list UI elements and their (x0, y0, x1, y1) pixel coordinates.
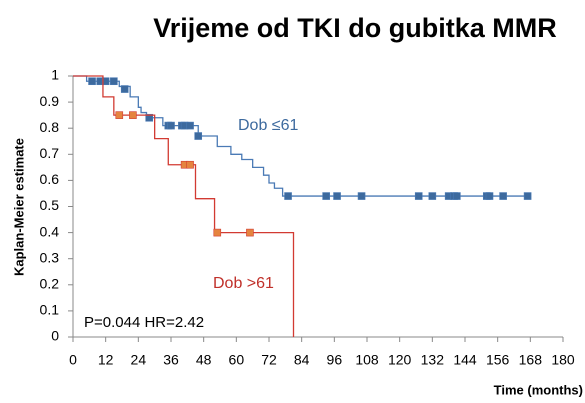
censor-marker (333, 192, 341, 200)
censor-marker (322, 192, 330, 200)
censor-marker (357, 192, 366, 200)
y-tick-label: 0.8 (40, 119, 60, 135)
censor-marker (115, 111, 124, 119)
x-axis-label: Time (months) (494, 382, 583, 397)
censor-marker (414, 192, 423, 200)
y-tick-label: 0 (51, 328, 59, 344)
censor-marker (523, 192, 532, 200)
x-tick-label: 0 (69, 352, 77, 368)
x-tick-label: 132 (421, 352, 445, 368)
censor-marker (120, 85, 129, 93)
censor-marker (284, 192, 292, 200)
censor-marker (145, 113, 154, 122)
censor-marker (110, 77, 118, 86)
x-tick-label: 168 (519, 352, 543, 368)
y-tick-label: 0.7 (40, 145, 60, 161)
x-tick-label: 60 (229, 352, 245, 368)
x-tick-label: 108 (355, 352, 379, 368)
annotation: P=0.044 HR=2.42 (84, 314, 204, 331)
censor-marker (453, 192, 461, 200)
censor-marker (428, 192, 437, 200)
censor-marker (88, 77, 96, 86)
censor-marker (129, 111, 137, 119)
survival-curve (73, 75, 531, 197)
x-tick-label: 120 (388, 352, 412, 368)
y-tick-label: 0.9 (40, 93, 60, 109)
y-axis-label: Kaplan-Meier estimate (11, 138, 26, 276)
y-tick-label: 0.3 (40, 249, 60, 265)
censor-marker (213, 228, 222, 237)
x-tick-label: 72 (261, 352, 277, 368)
x-tick-label: 24 (131, 352, 147, 368)
y-tick-label: 0.1 (40, 302, 60, 318)
censor-marker (186, 121, 194, 130)
survival-curve (73, 75, 295, 337)
x-tick-label: 48 (196, 352, 212, 368)
y-tick-label: 1 (51, 67, 59, 83)
annotation: Dob ≤61 (238, 117, 298, 134)
x-tick-label: 84 (294, 352, 310, 368)
x-tick-label: 96 (327, 352, 343, 368)
x-tick-label: 36 (163, 352, 179, 368)
y-tick-label: 0.4 (40, 223, 60, 239)
chart-title: Vrijeme od TKI do gubitka MMR (153, 13, 557, 43)
censor-marker (194, 132, 203, 140)
x-tick-label: 144 (453, 352, 477, 368)
y-tick-label: 0.5 (40, 197, 60, 213)
annotation: Dob >61 (213, 275, 274, 292)
censor-marker (485, 192, 494, 200)
y-tick-label: 0.6 (40, 171, 60, 187)
x-tick-label: 156 (486, 352, 510, 368)
censor-marker (167, 121, 175, 130)
y-tick-label: 0.2 (40, 276, 60, 292)
censor-marker (101, 77, 110, 86)
x-tick-label: 180 (551, 352, 575, 368)
censor-marker (186, 160, 194, 169)
censor-marker (499, 192, 507, 200)
censor-marker (246, 228, 254, 237)
x-tick-label: 12 (98, 352, 114, 368)
